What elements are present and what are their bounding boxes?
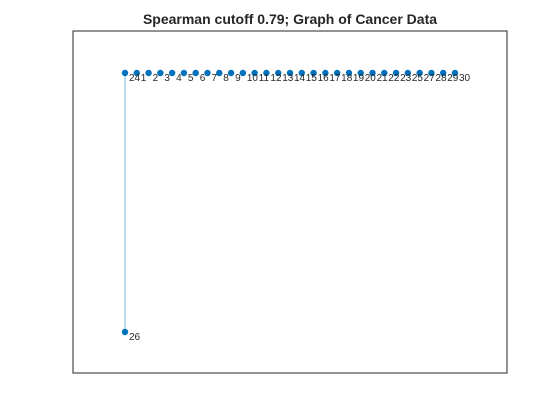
node-28 xyxy=(428,69,435,77)
node-30 xyxy=(451,69,459,77)
node-label-19: 19 xyxy=(353,73,365,84)
node-13 xyxy=(275,69,282,77)
node-label-4: 4 xyxy=(176,73,182,84)
node-label-28: 28 xyxy=(435,73,447,84)
node-label-16: 16 xyxy=(318,73,330,84)
node-25 xyxy=(404,69,412,77)
node-2 xyxy=(145,69,152,77)
node-26 xyxy=(121,328,129,336)
node-20 xyxy=(357,69,364,77)
node-label-10: 10 xyxy=(247,73,259,84)
node-4 xyxy=(168,69,176,77)
node-19 xyxy=(345,69,353,77)
node-6 xyxy=(192,69,199,77)
axes-box xyxy=(72,30,508,374)
node-label-25: 25 xyxy=(412,73,424,84)
node-1 xyxy=(133,69,140,77)
node-label-12: 12 xyxy=(270,73,282,84)
node-label-22: 22 xyxy=(388,73,400,84)
node-18 xyxy=(333,69,341,77)
node-label-20: 20 xyxy=(365,73,377,84)
node-12 xyxy=(263,69,270,77)
node-5 xyxy=(180,69,188,77)
node-label-13: 13 xyxy=(282,73,294,84)
node-label-24: 24 xyxy=(129,73,141,84)
node-8 xyxy=(216,69,223,77)
node-29 xyxy=(440,69,447,77)
node-label-3: 3 xyxy=(164,73,170,84)
node-7 xyxy=(204,69,211,77)
node-label-7: 7 xyxy=(212,73,218,84)
node-17 xyxy=(322,69,329,77)
node-label-2: 2 xyxy=(153,73,159,84)
node-label-9: 9 xyxy=(235,73,241,84)
node-11 xyxy=(251,69,258,77)
node-27 xyxy=(416,69,423,77)
node-23 xyxy=(392,69,400,77)
node-10 xyxy=(239,69,247,77)
node-label-23: 23 xyxy=(400,73,412,84)
node-layer xyxy=(121,69,459,336)
node-label-18: 18 xyxy=(341,73,353,84)
node-16 xyxy=(310,69,317,77)
node-label-layer: 24 1 2 3 4 5 6 7 8 9 10 11 12 13 14 15 16 17 18 19 20 21 22 23 2… xyxy=(129,73,471,343)
node-9 xyxy=(227,69,235,77)
node-label-6: 6 xyxy=(200,73,206,84)
node-label-1: 1 xyxy=(141,73,147,84)
node-24 xyxy=(121,69,129,77)
node-15 xyxy=(298,69,305,77)
chart-title: Spearman cutoff 0.79; Graph of Cancer Da… xyxy=(143,11,437,27)
node-21 xyxy=(369,69,376,77)
node-label-17: 17 xyxy=(329,73,341,84)
node-label-30: 30 xyxy=(459,73,471,84)
node-label-14: 14 xyxy=(294,73,306,84)
node-label-8: 8 xyxy=(223,73,229,84)
node-label-11: 11 xyxy=(259,73,270,84)
node-22 xyxy=(381,69,388,77)
node-label-5: 5 xyxy=(188,73,194,84)
node-label-26: 26 xyxy=(129,332,141,343)
node-label-27: 27 xyxy=(424,73,436,84)
node-label-29: 29 xyxy=(447,73,459,84)
node-label-21: 21 xyxy=(377,73,389,84)
node-3 xyxy=(157,69,164,77)
node-14 xyxy=(286,69,294,77)
node-label-15: 15 xyxy=(306,73,318,84)
